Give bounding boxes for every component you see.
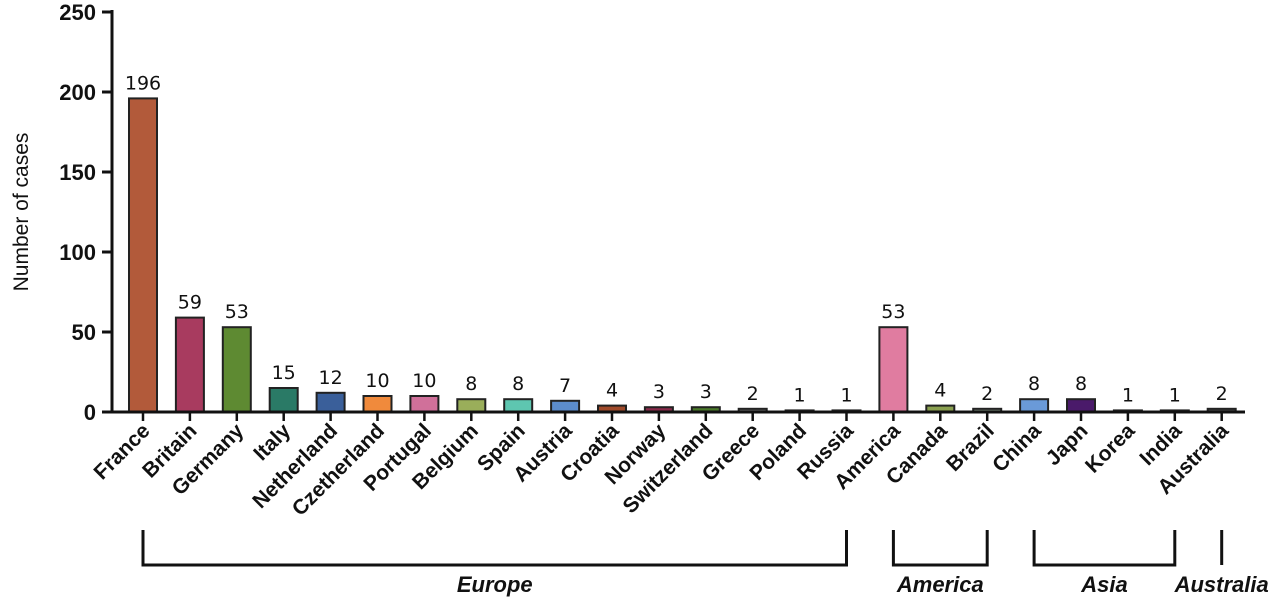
value-label: 2 [1216,383,1228,405]
value-label: 1 [840,384,852,406]
group-bracket [141,530,848,567]
y-tick-label: 150 [59,160,96,185]
bar-netherland [315,391,346,413]
bar-america [878,326,909,414]
value-label: 3 [700,381,712,403]
x-tick-label: China [988,419,1046,477]
bar-italy [268,387,299,413]
value-label: 59 [178,292,202,314]
y-axis-title: Number of cases [10,133,33,292]
value-label: 2 [747,383,759,405]
bar-belgium [456,398,487,414]
y-tick-label: 0 [84,400,96,425]
bar-spain [503,398,534,414]
value-label: 3 [653,381,665,403]
value-label: 2 [981,383,993,405]
y-axis: 0 50 100 150 200 250 [59,0,114,425]
y-tick-label: 200 [59,80,96,105]
value-label: 4 [606,380,618,402]
x-tick-label: Korea [1081,419,1140,478]
bar-germany [221,326,252,414]
y-tick-label: 50 [72,320,96,345]
bar-czetherland [362,395,393,413]
value-label: 8 [1028,373,1040,395]
x-tick-label: Brazil [942,419,999,476]
value-label: 1 [794,384,806,406]
value-label: 8 [465,373,477,395]
value-label: 15 [272,362,296,384]
group-brackets: Europe America Asia Australia [141,530,1269,597]
group-australia: Australia [1174,530,1269,597]
value-label: 12 [319,367,343,389]
value-label: 8 [1075,373,1087,395]
bar-britain [174,316,205,414]
value-label: 10 [412,370,436,392]
value-label: 7 [559,375,571,397]
value-label: 53 [225,301,249,323]
y-tick-label: 250 [59,0,96,25]
group-bracket [891,530,989,567]
value-label: 1 [1122,384,1134,406]
value-label: 8 [512,373,524,395]
group-label: Australia [1174,572,1269,597]
group-label: Asia [1080,572,1127,597]
group-label: America [896,572,984,597]
group-america: America [891,530,989,597]
value-label: 10 [365,370,389,392]
x-axis [112,410,1245,421]
value-label: 53 [881,301,905,323]
bar-austria [550,399,581,413]
group-asia: Asia [1032,530,1177,597]
value-label: 1 [1169,384,1181,406]
bar-japn [1066,398,1096,414]
bar-china [1019,398,1050,414]
x-tick-label: France [90,419,155,484]
group-bracket [1032,530,1177,567]
group-label: Europe [457,572,533,597]
group-europe: Europe [141,530,848,597]
value-label: 4 [934,380,946,402]
bar-france [128,97,158,414]
y-tick-label: 100 [59,240,96,265]
bar-portugal [409,395,440,413]
value-label: 196 [125,72,161,94]
